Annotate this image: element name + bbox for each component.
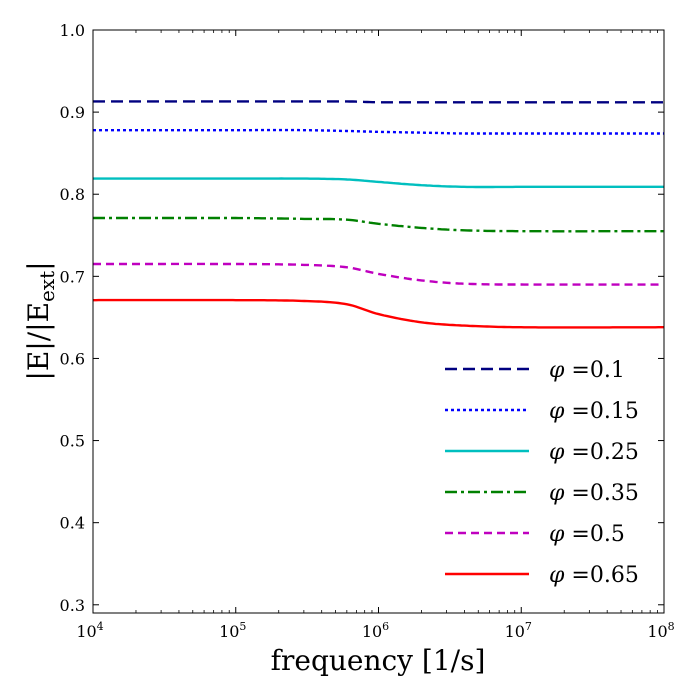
- x-tick-label: 106: [362, 620, 389, 641]
- y-tick-label: 0.5: [60, 432, 85, 451]
- legend-label-6: φ =0.65: [549, 563, 639, 588]
- legend-label-1: φ =0.1: [549, 358, 625, 383]
- legend: φ =0.1 φ =0.15 φ =0.25 φ =0.35 φ =0.5 φ =0.65: [445, 358, 639, 588]
- legend-label-3: φ =0.25: [549, 440, 639, 465]
- y-axis-title-main: |E|/|E: [22, 302, 55, 381]
- y-tick-label: 0.6: [60, 349, 85, 368]
- x-tick-label: 104: [76, 620, 103, 641]
- y-tick-label: 1.0: [60, 21, 85, 40]
- y-tick-label: 0.4: [60, 514, 85, 533]
- series-line-2: [93, 128, 664, 135]
- x-tick-label: 107: [505, 620, 532, 641]
- ticks-layer: 0.3 0.4 0.5 0.6 0.7 0.8 0.9 1.0 104 105 106 107 108: [60, 21, 675, 641]
- series-line-4: [93, 216, 664, 233]
- x-axis-title: frequency [1/s]: [271, 644, 486, 677]
- series-line-5: [93, 262, 664, 286]
- y-axis-title-sub: ext: [35, 271, 59, 302]
- x-tick-label: 108: [647, 620, 674, 641]
- legend-label-5: φ =0.5: [549, 522, 625, 547]
- series-line-6: [93, 298, 664, 329]
- y-axis-title: |E|/|Eext|: [22, 261, 59, 380]
- y-tick-label: 0.8: [60, 185, 85, 204]
- series-line-1: [93, 100, 664, 104]
- x-tick-label: 105: [219, 620, 246, 641]
- y-tick-label: 0.3: [60, 596, 85, 615]
- series-layer: [93, 100, 664, 329]
- y-tick-label: 0.9: [60, 103, 85, 122]
- y-tick-label: 0.7: [60, 267, 85, 286]
- legend-label-2: φ =0.15: [549, 399, 639, 424]
- plot-frame: [92, 29, 665, 614]
- plot-area: [93, 30, 664, 613]
- series-line-3: [93, 177, 664, 189]
- legend-label-4: φ =0.35: [549, 481, 639, 506]
- y-axis-title-close: |: [22, 261, 55, 270]
